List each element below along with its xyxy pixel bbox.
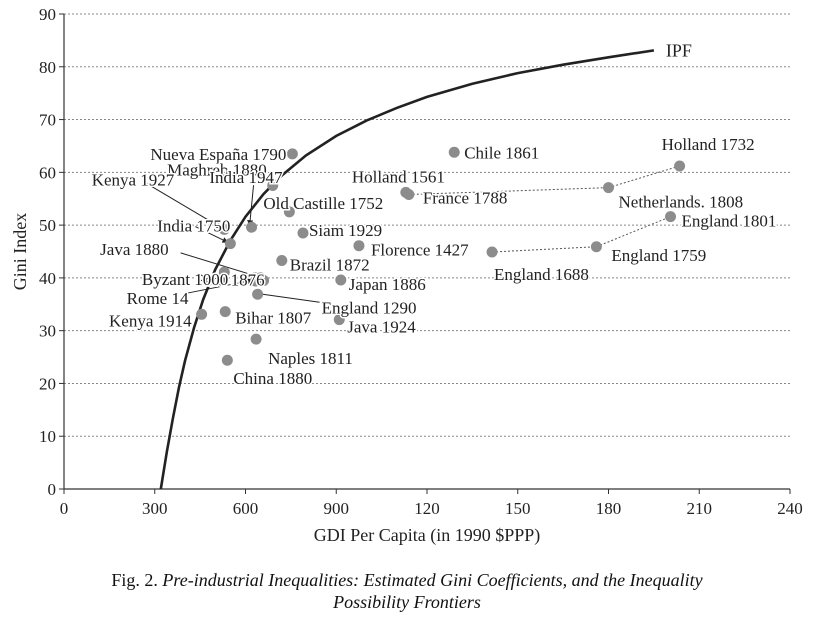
point-label: Holland 1561 [352,167,445,186]
data-point [674,160,686,172]
y-tick-label: 0 [48,480,57,499]
point-label: England 1688 [494,265,589,284]
connector-line [408,187,609,195]
x-tick-label: 300 [142,499,168,518]
point-label: Old Castille 1752 [263,194,383,213]
x-tick-label: 0 [60,499,69,518]
point-label: Peru 1876 [195,271,264,290]
leader-arrow [247,185,255,227]
caption: Fig. 2. Pre-industrial Inequalities: Est… [0,570,814,590]
data-point [283,206,295,218]
data-point [224,238,236,250]
leader-arrow [180,252,259,278]
data-point [218,223,230,235]
connector-line [608,165,680,189]
data-point [246,221,258,233]
point-label: France 1788 [423,189,508,208]
data-point [590,241,602,253]
point-label: Nueva España 1790 [150,145,286,164]
data-point [333,314,345,326]
x-tick-label: 210 [687,499,713,518]
data-point [249,275,261,287]
y-tick-label: 20 [39,374,56,393]
point-label: Netherlands. 1808 [619,193,744,212]
point-label: India 1750 [157,217,230,236]
point-label: England 1801 [682,212,777,231]
leader-arrow [255,291,320,303]
data-point [603,182,614,194]
data-point [665,211,677,223]
data-point [448,146,460,158]
point-label: Holland 1732 [662,135,755,154]
x-tick-label: 900 [324,499,350,518]
data-point [221,354,233,366]
leader-arrow [195,226,229,244]
point-label: England 1290 [322,298,417,317]
caption-line-2: Possibility Frontiers [333,592,481,612]
point-label: Maghreb 1880 [167,161,267,180]
y-tick-label: 10 [39,427,56,446]
point-label: England 1759 [611,246,706,265]
point-label: Japan 1886 [349,275,426,294]
connector-line [492,246,597,253]
data-point [252,288,264,300]
leader-arrow [146,182,223,229]
point-label: India 1947 [209,168,283,187]
point-label: Siam 1929 [309,221,382,240]
point-label: China 1880 [233,369,312,388]
y-axis-label: Gini Index [10,213,30,290]
connector-line [596,216,671,248]
y-tick-label: 80 [39,58,56,77]
data-point [219,306,231,318]
x-tick-label: 600 [233,499,259,518]
caption-figure-label: Fig. 2. [111,570,158,590]
y-tick-label: 40 [39,269,56,288]
x-tick-label: 120 [414,499,440,518]
point-label: Kenya 1914 [109,311,192,330]
data-point [250,333,262,345]
data-point [267,180,279,192]
point-label: Rome 14 [127,289,189,308]
data-point [218,266,230,278]
x-axis-label: GDI Per Capita (in 1990 $PPP) [314,525,541,546]
data-point [276,254,288,266]
y-tick-label: 30 [39,322,56,341]
data-point [403,189,415,200]
point-label: Java 1924 [347,318,416,337]
x-tick-label: 240 [777,499,803,518]
point-label: Kenya 1927 [92,170,175,189]
y-tick-label: 70 [39,111,56,130]
point-label: Florence 1427 [371,241,469,260]
data-point [353,240,365,252]
point-label: Java 1880 [100,240,168,259]
point-label: Bihar 1807 [235,309,312,328]
data-point [297,227,309,239]
data-point [486,246,498,258]
point-label: Byzant 1000 [142,270,228,289]
y-tick-label: 90 [39,5,56,24]
caption-line-1: Pre-industrial Inequalities: Estimated G… [162,570,703,590]
frontier-label: IPF [666,40,692,60]
x-tick-label: 150 [505,499,531,518]
point-label: Brazil 1872 [290,255,370,274]
caption-line-2-wrap: Possibility Frontiers [0,592,814,612]
data-point [196,308,208,320]
data-point [335,274,347,286]
point-label: Naples 1811 [268,349,353,368]
data-point [286,148,298,160]
point-label: Chile 1861 [464,143,539,162]
x-tick-label: 180 [596,499,622,518]
y-tick-label: 50 [39,216,56,235]
leader-arrow [187,278,254,294]
data-point [258,275,270,287]
y-tick-label: 60 [39,163,56,182]
